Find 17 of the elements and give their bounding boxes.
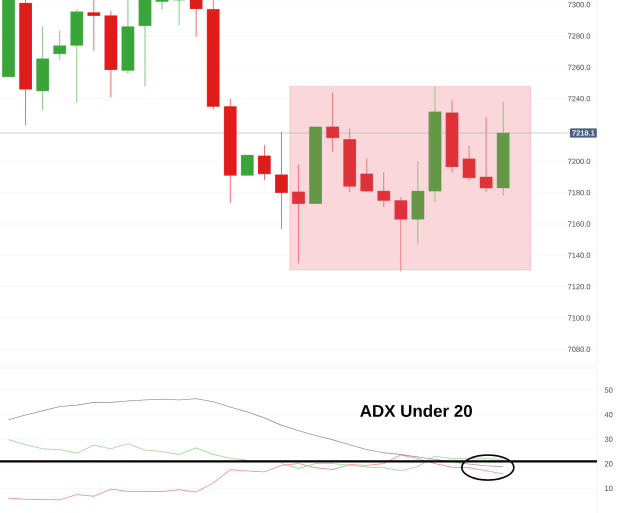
annotation: ADX Under 20 <box>360 404 472 417</box>
candlestick <box>156 0 168 10</box>
candlestick <box>292 164 305 264</box>
candlestick <box>360 158 374 192</box>
candlestick <box>190 0 203 38</box>
candlestick <box>462 145 476 181</box>
candlestick <box>377 172 390 208</box>
candlestick <box>258 144 271 181</box>
candlestick <box>480 116 492 192</box>
candlestick <box>87 0 100 52</box>
candlestick <box>172 0 186 26</box>
line-series <box>8 454 504 500</box>
candlestick <box>326 92 339 152</box>
candlestick <box>240 154 254 176</box>
candlestick <box>275 131 288 230</box>
candlestick <box>394 196 408 272</box>
candlestick <box>53 30 66 60</box>
